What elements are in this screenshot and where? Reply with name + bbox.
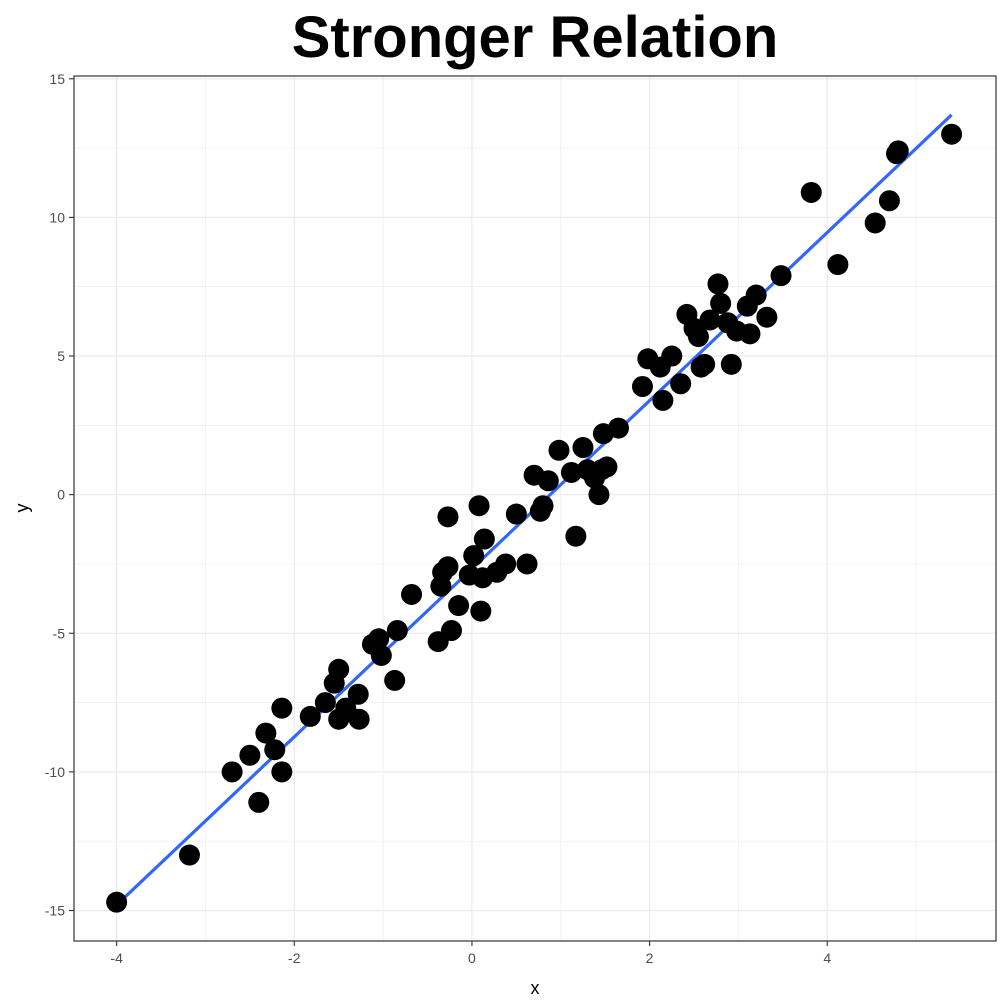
data-point: [745, 284, 767, 306]
data-point: [473, 528, 495, 550]
data-point: [687, 326, 709, 348]
y-tick-label: -5: [53, 625, 66, 641]
data-point: [264, 739, 286, 761]
data-point: [463, 545, 485, 567]
data-point: [255, 722, 277, 744]
data-point: [347, 683, 369, 705]
data-point: [271, 761, 293, 783]
plot-border: [73, 75, 997, 942]
x-tick-label: -2: [288, 950, 301, 966]
data-point: [505, 503, 527, 525]
data-point: [739, 323, 761, 345]
data-point: [468, 495, 490, 517]
data-point: [699, 309, 721, 331]
data-point: [827, 254, 849, 276]
y-tick-label: 15: [49, 71, 65, 87]
data-point: [368, 628, 390, 650]
data-point: [560, 461, 582, 483]
data-point: [596, 456, 618, 478]
data-point: [572, 437, 594, 459]
chart-title: Stronger Relation: [292, 5, 779, 70]
data-point: [694, 353, 716, 375]
data-point: [532, 495, 554, 517]
data-point: [864, 212, 886, 234]
data-point: [248, 791, 270, 813]
data-point: [707, 273, 729, 295]
data-point: [631, 376, 653, 398]
data-point: [710, 292, 732, 314]
data-point: [565, 525, 587, 547]
data-point: [448, 595, 470, 617]
data-point: [941, 123, 963, 145]
data-point: [384, 669, 406, 691]
data-point: [652, 389, 674, 411]
data-point: [548, 439, 570, 461]
x-tick-label: 2: [646, 950, 654, 966]
x-axis-title: x: [531, 978, 540, 998]
data-point: [106, 891, 128, 913]
y-tick-label: 0: [57, 487, 65, 503]
data-point: [239, 744, 261, 766]
data-point: [800, 181, 822, 203]
data-point: [720, 353, 742, 375]
y-tick-label: 5: [57, 348, 65, 364]
data-point: [607, 417, 629, 439]
data-point: [588, 484, 610, 506]
x-tick-label: -4: [110, 950, 123, 966]
data-point: [271, 697, 293, 719]
data-point: [386, 619, 408, 641]
data-point: [441, 619, 463, 641]
y-axis-title: y: [12, 504, 32, 513]
data-point: [537, 470, 559, 492]
data-point: [328, 658, 350, 680]
y-tick-label: -15: [45, 903, 65, 919]
y-tick-label: -10: [45, 764, 65, 780]
data-point: [437, 556, 459, 578]
data-point: [348, 708, 370, 730]
data-point: [756, 306, 778, 328]
data-point: [314, 692, 336, 714]
data-point: [401, 583, 423, 605]
data-point: [878, 190, 900, 212]
data-point: [370, 644, 392, 666]
data-point: [670, 373, 692, 395]
data-point: [221, 761, 243, 783]
data-point: [887, 140, 909, 162]
axis-ticks: -4 -2 0 2 4 -15 -10 -5 0 5 10 15: [45, 71, 832, 966]
data-points: [106, 123, 963, 913]
data-point: [516, 553, 538, 575]
data-point: [470, 600, 492, 622]
data-point: [495, 553, 517, 575]
data-point: [299, 705, 321, 727]
data-point: [661, 345, 683, 367]
data-point: [770, 265, 792, 287]
data-point: [178, 844, 200, 866]
data-point: [437, 506, 459, 528]
x-tick-label: 4: [823, 950, 831, 966]
x-tick-label: 0: [468, 950, 476, 966]
y-tick-label: 10: [49, 209, 65, 225]
